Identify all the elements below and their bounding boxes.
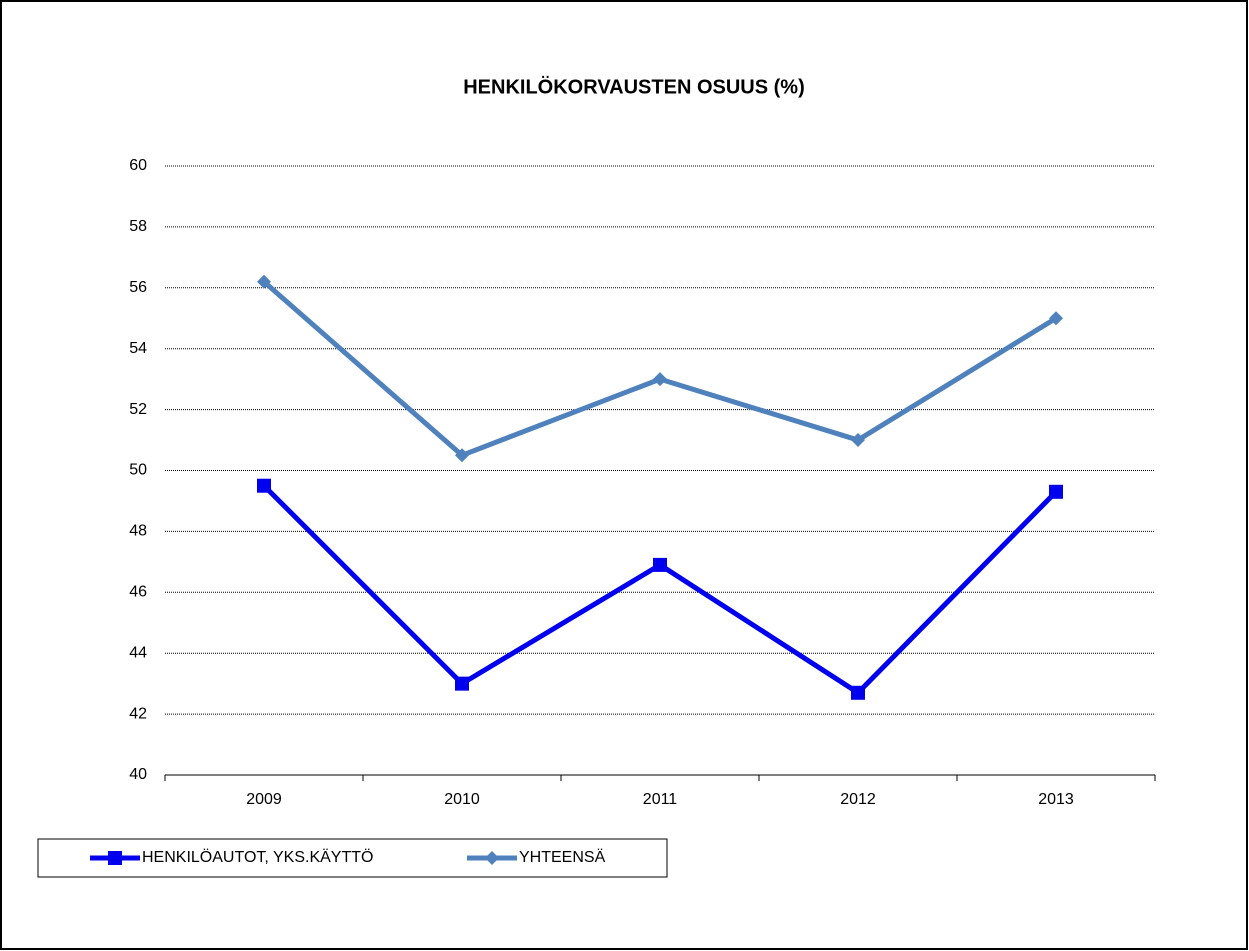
marker — [1049, 311, 1063, 326]
x-tick-label: 2011 — [643, 791, 678, 808]
y-tick-label: 50 — [129, 462, 147, 479]
marker — [455, 448, 469, 463]
y-tick-label: 42 — [129, 705, 147, 722]
marker — [1049, 484, 1063, 499]
marker — [257, 478, 271, 493]
marker — [653, 372, 667, 387]
y-tick-label: 44 — [129, 644, 147, 661]
chart-title: HENKILÖKORVAUSTEN OSUUS (%) — [463, 75, 805, 98]
y-tick-label: 58 — [129, 218, 147, 235]
y-tick-label: 56 — [129, 279, 147, 296]
marker — [851, 685, 865, 700]
marker — [108, 851, 122, 865]
marker — [485, 851, 499, 865]
legend-box — [37, 838, 668, 878]
x-tick-label: 2010 — [444, 791, 480, 808]
marker — [851, 433, 865, 448]
y-tick-label: 48 — [129, 523, 147, 540]
y-tick-label: 40 — [129, 766, 147, 783]
y-tick-label: 52 — [129, 401, 147, 418]
marker — [455, 676, 469, 691]
y-tick-label: 54 — [129, 340, 147, 357]
legend-label: YHTEENSÄ — [519, 848, 606, 866]
y-tick-label: 60 — [129, 157, 147, 174]
marker — [257, 274, 271, 289]
marker — [653, 557, 667, 572]
y-tick-label: 46 — [129, 584, 147, 601]
legend-label: HENKILÖAUTOT, YKS.KÄYTTÖ — [142, 848, 373, 866]
x-tick-label: 2012 — [840, 791, 876, 808]
x-tick-label: 2009 — [246, 791, 282, 808]
x-tick-label: 2013 — [1038, 791, 1074, 808]
